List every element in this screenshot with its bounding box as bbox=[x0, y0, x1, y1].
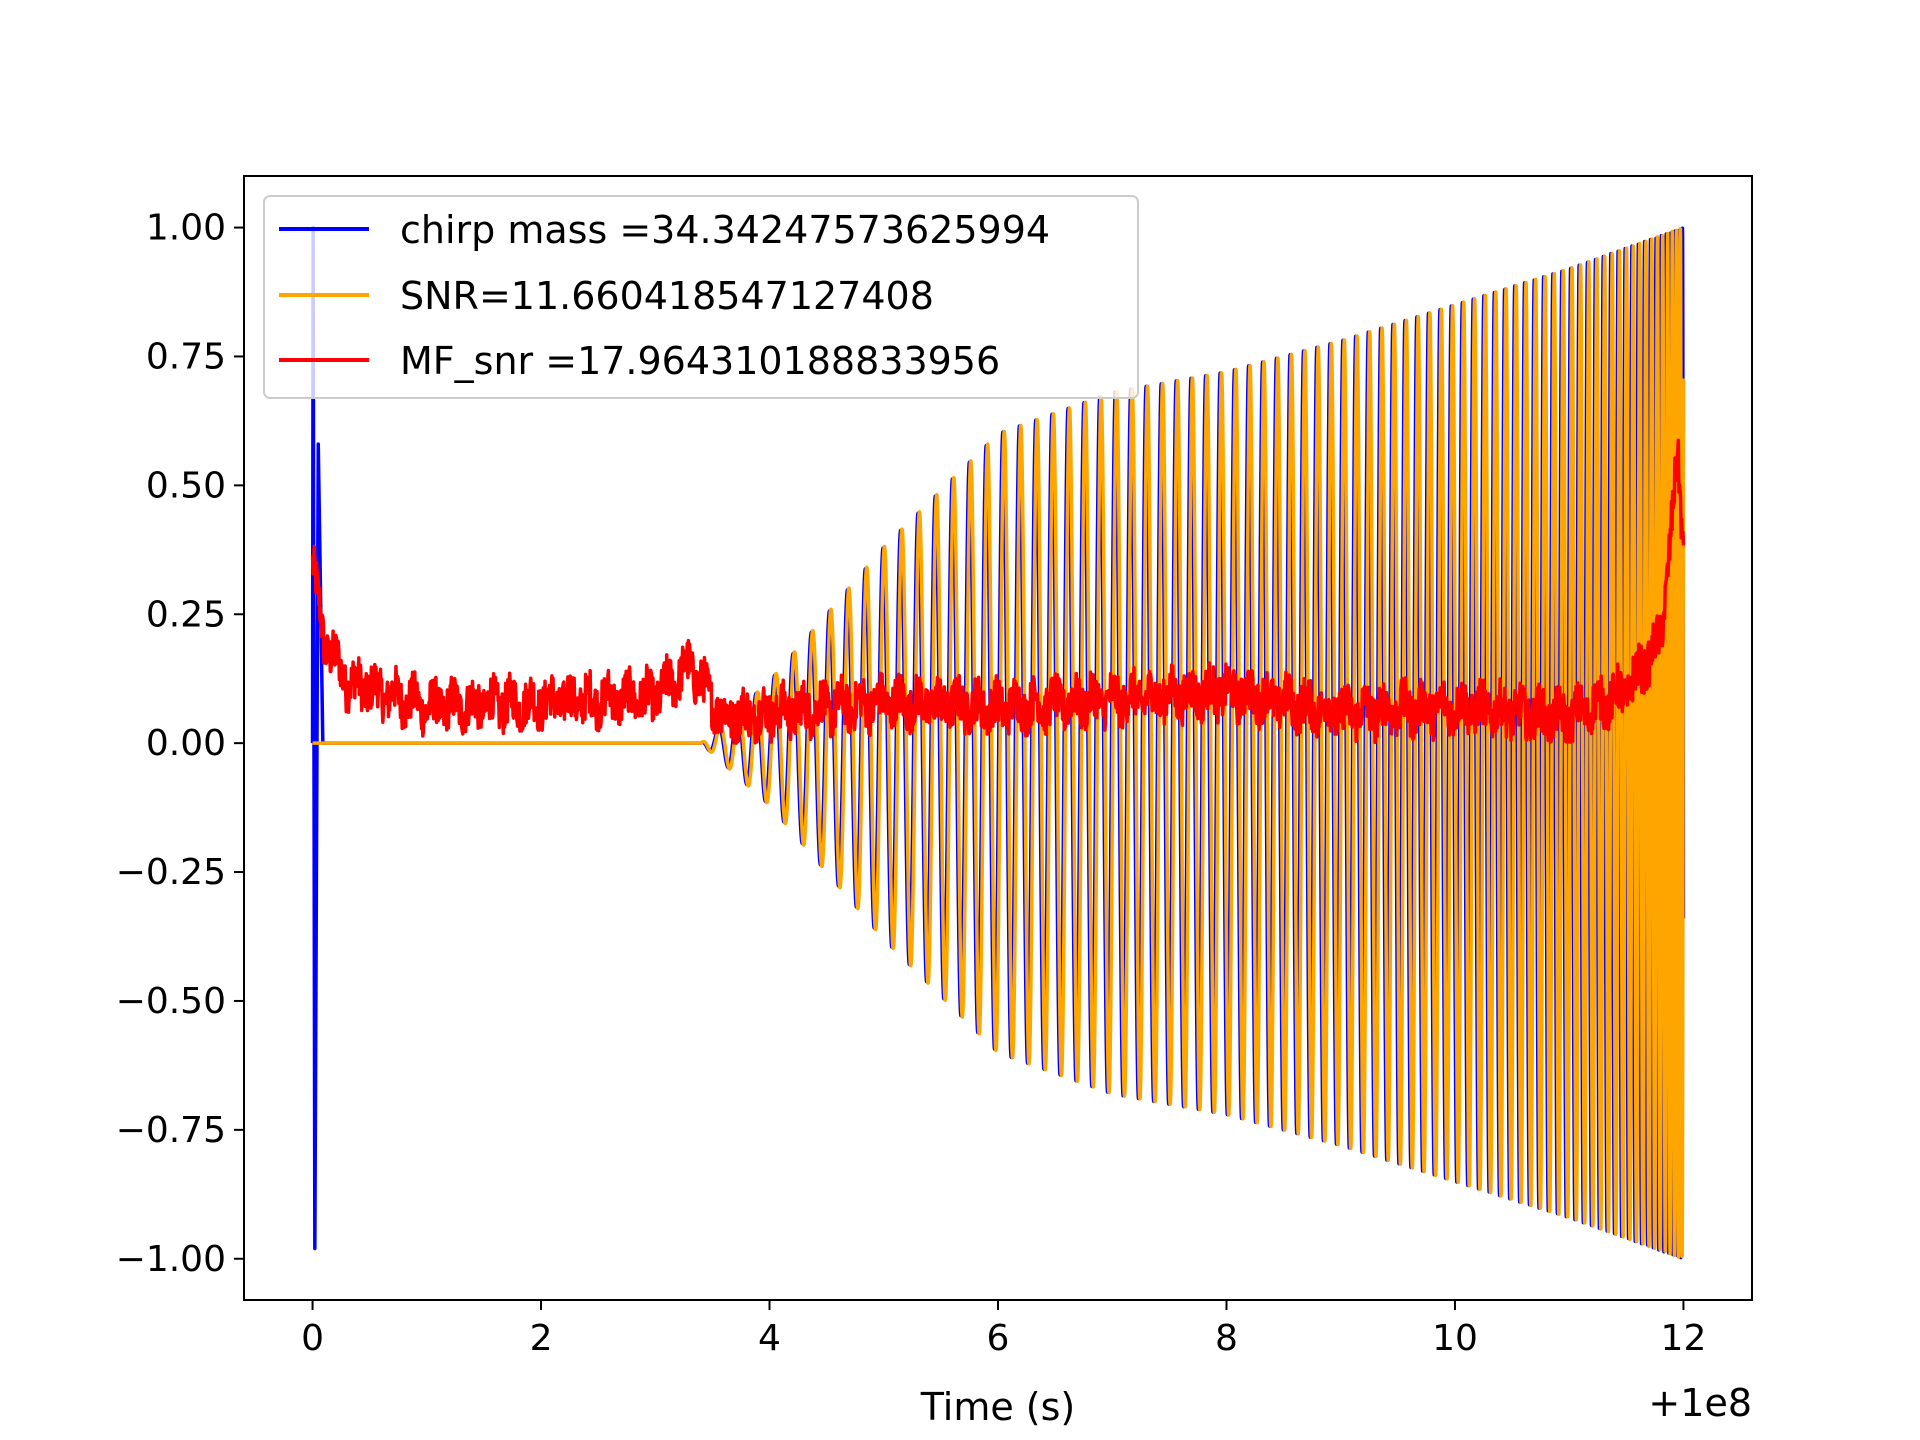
x-axis-offset-label: +1e8 bbox=[1648, 1381, 1752, 1425]
x-axis-label: Time (s) bbox=[920, 1385, 1076, 1429]
y-tick-label: 0.25 bbox=[146, 594, 226, 635]
series-layer bbox=[310, 225, 1686, 1260]
y-tick-label: −0.50 bbox=[116, 981, 226, 1022]
y-tick-label: −0.75 bbox=[116, 1110, 226, 1151]
y-tick-label: 1.00 bbox=[146, 208, 226, 249]
y-tick-label: 0.00 bbox=[146, 723, 226, 764]
legend-frame bbox=[263, 195, 1139, 399]
legend-label-snr: SNR=11.660418547127408 bbox=[400, 274, 934, 318]
y-tick-label: −1.00 bbox=[116, 1239, 226, 1280]
x-tick-label: 10 bbox=[1432, 1318, 1478, 1359]
x-tick-label: 2 bbox=[530, 1318, 553, 1359]
x-tick-label: 12 bbox=[1661, 1318, 1707, 1359]
x-tick-label: 8 bbox=[1215, 1318, 1238, 1359]
series-line-mf-snr bbox=[310, 438, 1686, 745]
legend-label-chirp-mass: chirp mass =34.34247573625994 bbox=[400, 208, 1050, 252]
legend: chirp mass =34.34247573625994 SNR=11.660… bbox=[263, 195, 1139, 399]
y-tick-label: 0.75 bbox=[146, 336, 226, 377]
series-line-snr bbox=[312, 227, 1686, 1259]
x-tick-label: 0 bbox=[301, 1318, 324, 1359]
y-tick-label: 0.50 bbox=[146, 465, 226, 506]
y-axis: 1.00 0.75 0.50 0.25 0.00 −0.25 −0.50 −0.75 −1.00 bbox=[116, 208, 244, 1280]
legend-label-mf-snr: MF_snr =17.964310188833956 bbox=[400, 339, 1000, 383]
y-tick-label: −0.25 bbox=[116, 852, 226, 893]
x-axis: 0 2 4 6 8 10 12 bbox=[301, 1300, 1706, 1359]
x-tick-label: 6 bbox=[987, 1318, 1010, 1359]
x-tick-label: 4 bbox=[758, 1318, 781, 1359]
